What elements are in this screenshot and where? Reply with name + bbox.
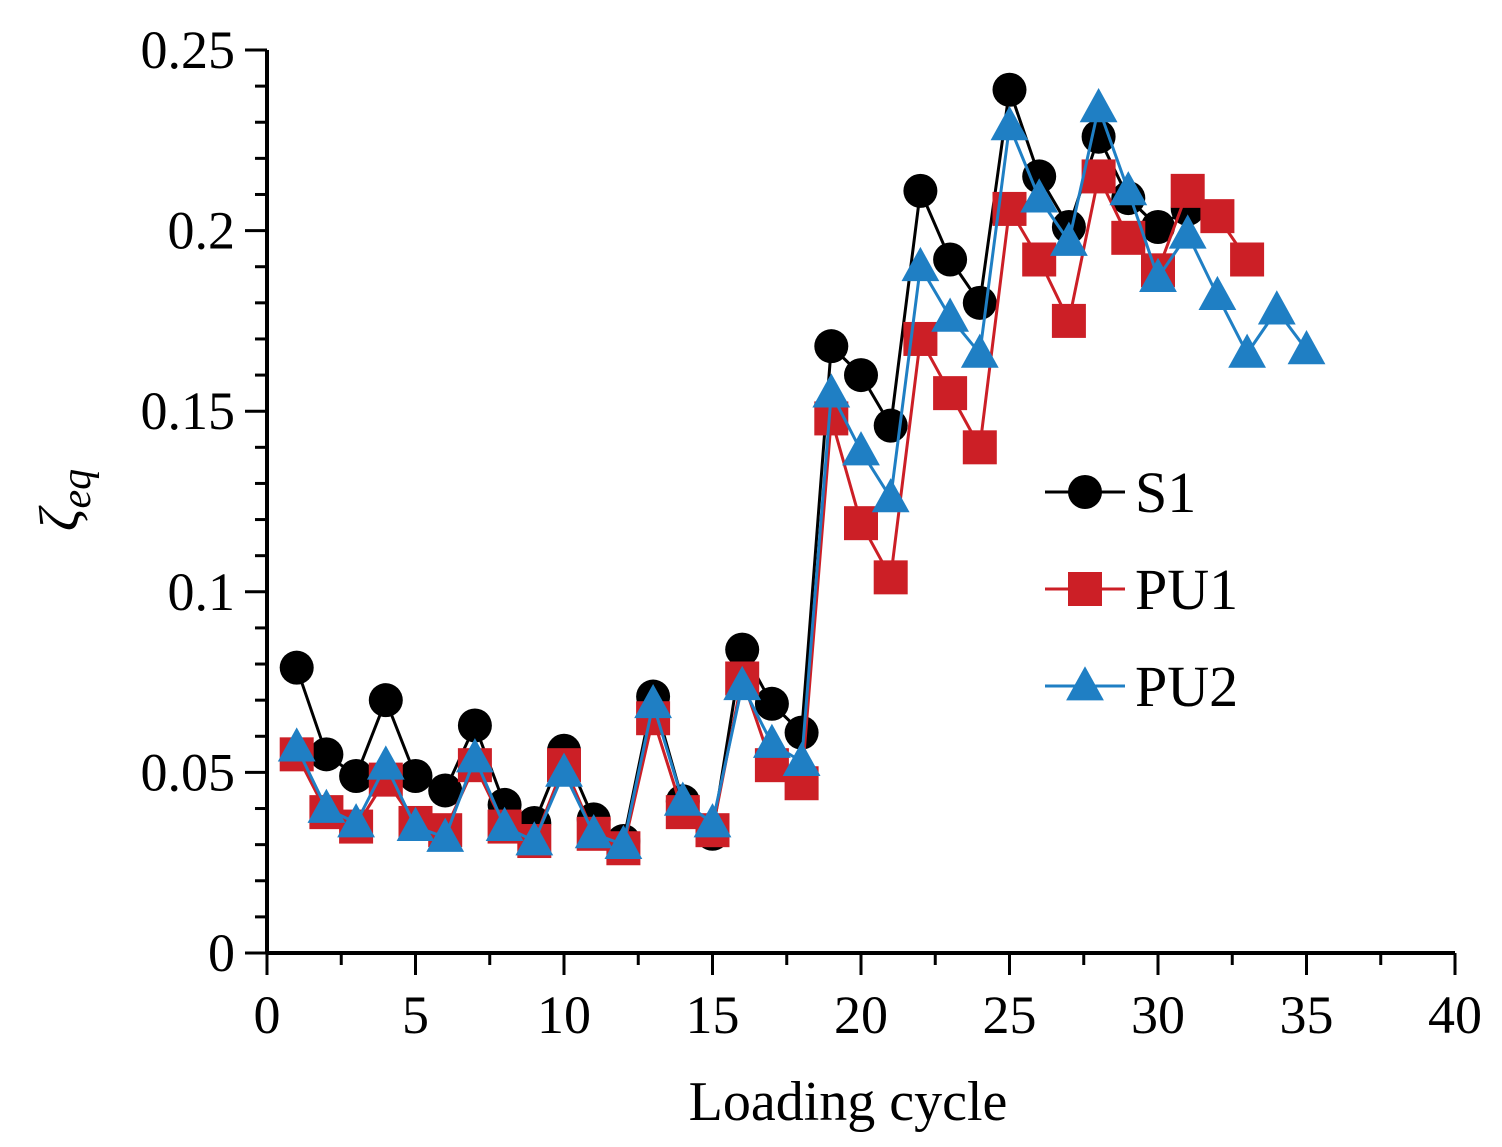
x-tick-label: 40 bbox=[1428, 985, 1482, 1045]
series-pu1 bbox=[279, 159, 1265, 866]
legend-item-s1: S1 bbox=[1045, 460, 1196, 525]
data-point-pu2 bbox=[545, 752, 583, 787]
x-tick-label: 5 bbox=[402, 985, 429, 1045]
x-tick-label: 15 bbox=[686, 985, 740, 1045]
data-point-s1 bbox=[279, 650, 314, 685]
data-point-pu2 bbox=[990, 106, 1029, 141]
data-point-pu2 bbox=[456, 738, 494, 773]
svg-text:ζeq: ζeq bbox=[29, 469, 100, 531]
legend-marker-pu2 bbox=[1066, 666, 1104, 701]
y-tick-label: 0.2 bbox=[168, 201, 236, 261]
data-point-pu2 bbox=[871, 478, 910, 513]
x-tick-label: 0 bbox=[254, 985, 281, 1045]
data-point-pu2 bbox=[277, 727, 316, 762]
legend: S1 PU1 PU2 bbox=[1045, 460, 1238, 719]
tick-marks bbox=[245, 48, 1457, 975]
data-point-pu2 bbox=[337, 803, 375, 838]
data-point-s1 bbox=[992, 72, 1027, 107]
data-point-pu2 bbox=[515, 821, 554, 856]
data-point-pu2 bbox=[1228, 333, 1266, 368]
data-point-pu1 bbox=[1230, 242, 1265, 277]
data-point-s1 bbox=[309, 737, 344, 772]
y-axis-title: ζeq bbox=[29, 469, 100, 531]
data-point-pu1 bbox=[873, 560, 908, 595]
data-point-pu2 bbox=[1139, 257, 1177, 292]
y-tick-label: 0.1 bbox=[168, 562, 236, 622]
y-axis-title-symbol: ζ bbox=[29, 505, 91, 531]
data-point-s1 bbox=[754, 686, 789, 721]
data-point-pu2 bbox=[604, 824, 643, 860]
legend-marker-s1 bbox=[1068, 475, 1102, 509]
data-point-s1 bbox=[933, 242, 968, 277]
series-pu2 bbox=[277, 87, 1326, 860]
x-tick-label: 10 bbox=[537, 985, 591, 1045]
data-point-s1 bbox=[428, 773, 463, 808]
data-point-pu2 bbox=[1287, 329, 1326, 365]
data-point-pu2 bbox=[782, 741, 821, 776]
data-point-s1 bbox=[457, 708, 492, 743]
data-point-s1 bbox=[784, 715, 819, 750]
data-point-pu1 bbox=[1051, 303, 1086, 338]
data-point-pu1 bbox=[962, 430, 997, 465]
legend-item-pu1: PU1 bbox=[1045, 557, 1238, 622]
data-point-pu2 bbox=[1198, 275, 1237, 311]
x-tick-label: 35 bbox=[1280, 985, 1334, 1045]
data-point-s1 bbox=[1022, 159, 1057, 194]
x-tick-label: 20 bbox=[834, 985, 888, 1045]
data-point-s1 bbox=[1141, 209, 1175, 244]
legend-label-pu2: PU2 bbox=[1135, 654, 1238, 719]
x-tick-label: 30 bbox=[1131, 985, 1185, 1045]
y-axis-title-subscript: eq bbox=[54, 469, 100, 509]
y-tick-label: 0.05 bbox=[141, 742, 236, 802]
legend-label-pu1: PU1 bbox=[1135, 557, 1238, 622]
data-point-pu2 bbox=[901, 246, 940, 282]
data-point-s1 bbox=[398, 759, 433, 794]
data-point-pu1 bbox=[1200, 199, 1235, 234]
data-point-pu2 bbox=[1050, 221, 1088, 256]
x-tick-label: 25 bbox=[983, 985, 1037, 1045]
data-point-pu2 bbox=[1168, 214, 1207, 249]
data-point-pu2 bbox=[812, 373, 851, 408]
data-point-pu2 bbox=[723, 665, 762, 701]
data-point-pu2 bbox=[634, 683, 672, 719]
tick-labels: 0 0.05 0.1 0.15 0.2 0.25 0 5 10 15 20 25 30 35 40 bbox=[141, 20, 1483, 1045]
data-point-s1 bbox=[339, 759, 374, 794]
data-point-pu2 bbox=[931, 297, 969, 332]
data-point-pu2 bbox=[693, 803, 732, 838]
data-point-s1 bbox=[725, 632, 760, 667]
series-s1 bbox=[279, 72, 1205, 859]
legend-label-s1: S1 bbox=[1135, 460, 1196, 525]
data-point-s1 bbox=[903, 173, 938, 208]
x-axis-title: Loading cycle bbox=[689, 1071, 1008, 1133]
data-point-pu1 bbox=[933, 376, 968, 411]
series-line-s1 bbox=[295, 89, 1189, 844]
data-point-pu2 bbox=[960, 333, 999, 368]
data-point-pu2 bbox=[753, 723, 791, 758]
y-tick-label: 0.25 bbox=[141, 20, 236, 80]
data-point-pu2 bbox=[485, 806, 524, 841]
y-tick-label: 0.15 bbox=[141, 381, 236, 441]
data-point-pu2 bbox=[366, 745, 405, 780]
data-point-pu2 bbox=[307, 788, 346, 823]
data-point-pu2 bbox=[574, 814, 613, 849]
data-point-pu1 bbox=[1022, 242, 1057, 277]
data-point-pu2 bbox=[1079, 87, 1118, 123]
data-point-pu1 bbox=[1170, 173, 1205, 208]
legend-item-pu2: PU2 bbox=[1045, 654, 1238, 719]
data-point-s1 bbox=[844, 358, 878, 393]
data-point-s1 bbox=[368, 683, 403, 718]
series bbox=[277, 72, 1326, 866]
y-tick-label: 0 bbox=[208, 923, 235, 983]
data-point-pu2 bbox=[1020, 178, 1059, 213]
data-point-pu2 bbox=[1109, 171, 1148, 206]
data-point-s1 bbox=[814, 329, 849, 364]
data-point-pu2 bbox=[842, 431, 880, 466]
data-point-pu2 bbox=[426, 817, 465, 852]
legend-marker-pu1 bbox=[1068, 572, 1102, 606]
data-point-pu2 bbox=[663, 781, 702, 816]
data-point-pu2 bbox=[396, 806, 435, 841]
data-point-s1 bbox=[962, 285, 997, 320]
data-point-pu2 bbox=[1257, 290, 1296, 325]
